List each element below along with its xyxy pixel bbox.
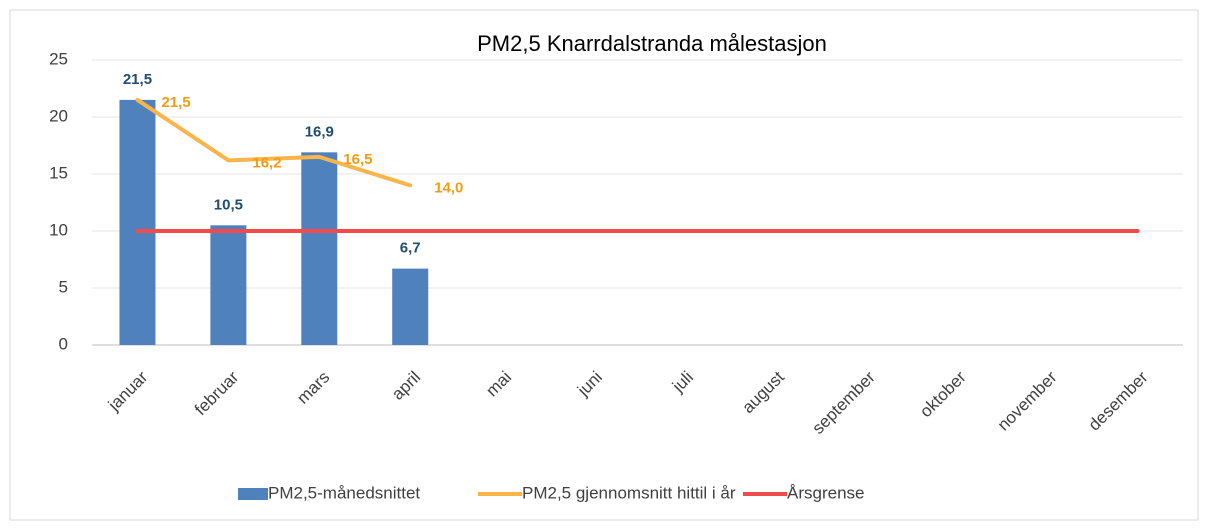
data-label: 21,5	[161, 94, 190, 111]
line	[135, 97, 413, 188]
data-label: 6,7	[400, 240, 421, 257]
data-label: 21,5	[123, 71, 152, 88]
data-label: 16,5	[343, 151, 372, 168]
y-tick-label: 25	[49, 49, 68, 68]
legend-label: PM2,5 gjennomsnitt hittil i år	[522, 483, 736, 502]
chart-border	[9, 9, 1199, 521]
legend-swatch	[238, 488, 268, 500]
data-label: 10,5	[214, 196, 243, 213]
bar	[210, 225, 247, 345]
bar	[301, 152, 338, 345]
y-tick-label: 10	[49, 220, 68, 239]
data-label: 16,2	[252, 154, 281, 171]
legend-label: Årsgrense	[787, 483, 864, 502]
y-tick-label: 5	[59, 277, 68, 296]
data-label: 14,0	[434, 179, 463, 196]
chart-title: PM2,5 Knarrdalstranda målestasjon	[477, 31, 827, 56]
data-label: 16,9	[305, 123, 334, 140]
legend-label: PM2,5-månedsnittet	[268, 483, 420, 502]
bar	[392, 268, 429, 345]
bar	[119, 99, 156, 346]
y-tick-label: 0	[59, 334, 68, 353]
y-tick-label: 20	[49, 106, 68, 125]
y-tick-label: 15	[49, 163, 68, 182]
